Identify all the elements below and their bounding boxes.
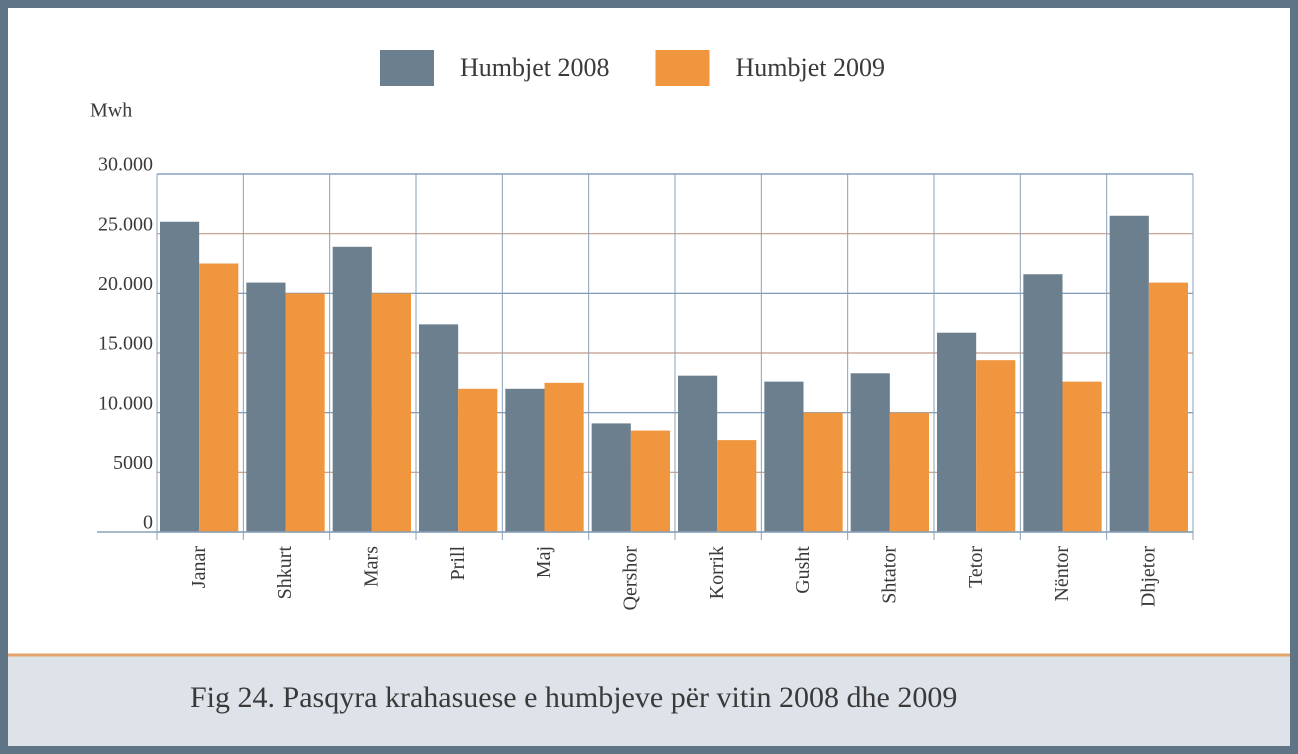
x-tick-label: Janar <box>188 546 210 589</box>
bar <box>419 324 459 532</box>
bar <box>1109 215 1149 532</box>
bar <box>458 388 498 532</box>
caption: Fig 24. Pasqyra krahasuese e humbjeve pë… <box>190 681 957 714</box>
bar <box>544 382 584 532</box>
bar <box>889 412 929 532</box>
x-tick-label: Shkurt <box>274 546 296 600</box>
y-tick-label: 10.000 <box>98 392 153 414</box>
x-tick-label: Shtator <box>878 546 900 604</box>
caption-band <box>8 656 1290 746</box>
bar <box>937 332 977 532</box>
bar <box>332 246 372 532</box>
x-tick-label: Korrik <box>706 546 728 599</box>
y-tick-label: 15.000 <box>98 333 153 355</box>
bar <box>1148 282 1188 532</box>
x-tick-label: Gusht <box>792 546 814 594</box>
y-tick-label: 0 <box>143 512 153 534</box>
x-tick-label: Prill <box>447 546 469 581</box>
bar <box>1062 381 1102 532</box>
bar <box>764 381 804 532</box>
y-tick-label: 30.000 <box>98 154 153 176</box>
x-tick-label: Nëntor <box>1051 546 1073 602</box>
bar <box>285 293 325 532</box>
y-tick-label: 20.000 <box>98 273 153 295</box>
bar <box>371 293 411 532</box>
bar <box>678 375 718 532</box>
bar <box>591 423 631 532</box>
bar <box>976 360 1016 532</box>
legend-swatch <box>655 50 710 86</box>
legend-label: Humbjet 2009 <box>736 53 886 82</box>
x-tick-label: Tetor <box>965 546 987 588</box>
bar <box>717 440 757 532</box>
x-tick-label: Mars <box>360 546 382 587</box>
x-tick-label: Maj <box>533 546 555 578</box>
y-tick-label: 5000 <box>113 452 153 474</box>
y-axis-label: Mwh <box>90 100 132 122</box>
bar <box>850 373 890 532</box>
bar <box>246 282 286 532</box>
x-tick-label: Qershor <box>619 546 641 611</box>
bar <box>803 412 843 532</box>
bar <box>1023 274 1063 532</box>
legend-label: Humbjet 2008 <box>460 53 610 82</box>
bar <box>630 430 670 532</box>
legend-swatch <box>380 50 434 86</box>
x-tick-label: Dhjetor <box>1137 546 1159 607</box>
y-tick-label: 25.000 <box>98 213 153 235</box>
bar <box>160 221 200 532</box>
bar <box>199 263 239 532</box>
bar <box>505 388 545 532</box>
